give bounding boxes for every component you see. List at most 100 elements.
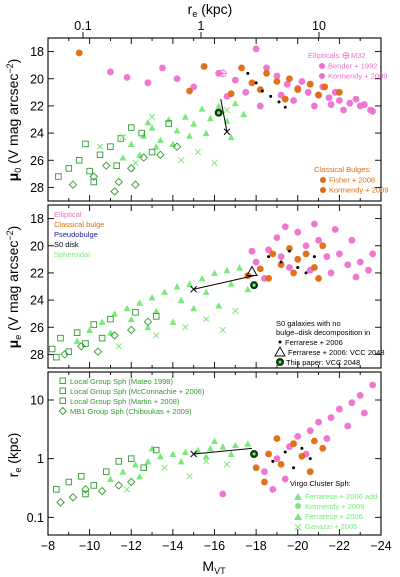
data-point <box>263 69 270 77</box>
legend-fisher-marker <box>320 177 326 183</box>
data-point <box>68 493 78 502</box>
data-point <box>127 315 135 323</box>
data-point <box>169 450 177 458</box>
data-point <box>227 450 235 458</box>
data-point <box>356 391 364 399</box>
data-point <box>344 422 352 430</box>
x-tick-label: −24 <box>370 539 391 553</box>
y-tick-label: 28 <box>30 348 44 362</box>
legend-mcconnachie-label: Local Group Sph (McConnachie + 2006) <box>70 387 205 396</box>
data-point <box>110 187 119 196</box>
data-point <box>273 435 281 442</box>
legend-s0-triangle-marker <box>274 346 286 357</box>
top-tick-label: 1 <box>198 19 205 33</box>
panel-middle-ylabel: μe (V mag arcsec−2) <box>5 226 23 349</box>
data-point <box>119 468 127 475</box>
data-point <box>186 87 193 95</box>
data-point <box>223 266 231 274</box>
data-point <box>148 148 156 156</box>
data-point <box>211 159 218 167</box>
data-point <box>273 455 281 463</box>
data-point <box>161 288 168 295</box>
legend-virgo-kormendy-label: Kormendy + 2009 <box>305 502 364 511</box>
data-point <box>286 245 293 252</box>
data-point <box>302 250 310 258</box>
data-point <box>236 264 243 271</box>
data-point <box>203 315 210 323</box>
data-point <box>203 458 210 465</box>
data-point <box>231 76 239 84</box>
data-point <box>294 432 302 440</box>
data-point <box>283 450 287 454</box>
data-point <box>110 331 119 340</box>
top-tick-label: 0.1 <box>74 19 91 33</box>
decomposition-cross <box>223 128 231 136</box>
data-point <box>298 452 306 460</box>
legend-virgo-ferrarese-add-label: Ferrarese + 2006 add <box>305 492 377 501</box>
data-point <box>300 446 304 450</box>
data-point <box>202 452 210 460</box>
legend-mateo-marker <box>59 377 66 384</box>
data-point <box>227 280 235 287</box>
data-point <box>138 129 145 137</box>
data-point <box>159 64 166 72</box>
data-point <box>127 325 136 335</box>
data-point <box>190 304 198 312</box>
data-point <box>172 142 182 151</box>
x-tick-label: −14 <box>162 539 183 553</box>
legend-local-group: Local Group Sph (Mateo 1998) Local Group… <box>58 377 205 416</box>
top-tick-label: 10 <box>312 19 326 33</box>
data-point <box>215 302 223 309</box>
data-point <box>360 101 368 108</box>
data-point <box>319 242 327 250</box>
data-point <box>202 129 210 137</box>
data-point <box>254 81 258 85</box>
data-point <box>127 124 135 131</box>
data-point <box>90 482 98 489</box>
data-point <box>152 446 160 454</box>
data-point <box>369 107 377 115</box>
data-point <box>256 265 264 273</box>
y-tick-label: 18 <box>30 212 44 226</box>
data-point <box>123 304 131 312</box>
top-axis-ticks: 0.1 1 10 <box>74 19 326 38</box>
data-point <box>311 220 318 228</box>
data-point <box>190 83 198 91</box>
data-point <box>265 450 273 458</box>
data-point <box>86 167 93 175</box>
legend-kormendy-bulge-label: Kormendy + 2009 <box>329 186 388 195</box>
data-point <box>103 468 110 475</box>
y-tick-label: 22 <box>30 266 44 280</box>
data-point <box>107 68 114 76</box>
legend-s0-ferrarese-label: Ferrarese + 2006 <box>285 338 343 347</box>
y-tick-label: 22 <box>30 99 44 113</box>
data-point <box>315 91 322 99</box>
legend-chiboukas-label: MB1 Group Sph (Chiboukas + 2009) <box>70 407 192 416</box>
data-point <box>78 473 85 480</box>
data-point <box>148 113 156 120</box>
data-point <box>256 102 264 110</box>
legend-kormendy-ell-label: Kormendy + 2009 <box>328 72 387 81</box>
data-point <box>265 274 273 282</box>
data-point <box>269 250 277 258</box>
data-point <box>352 273 360 281</box>
data-point <box>132 460 139 468</box>
data-point <box>369 250 377 258</box>
legend-type-elliptical: Elliptical <box>54 210 82 219</box>
data-point-inner <box>252 452 256 456</box>
data-point <box>277 253 285 261</box>
legend-bulges-title: Classical Bulges: <box>314 165 371 174</box>
data-point <box>211 269 218 276</box>
data-point <box>173 283 181 290</box>
data-point <box>304 271 308 275</box>
data-point <box>96 143 104 150</box>
data-point <box>68 180 78 189</box>
data-point <box>348 399 356 407</box>
data-point <box>352 95 360 103</box>
legend-s0-circle-inner <box>278 360 282 364</box>
data-point <box>215 102 223 109</box>
data-point <box>119 134 127 141</box>
data-point <box>294 255 302 263</box>
data-point <box>65 348 73 355</box>
data-point <box>306 427 314 435</box>
